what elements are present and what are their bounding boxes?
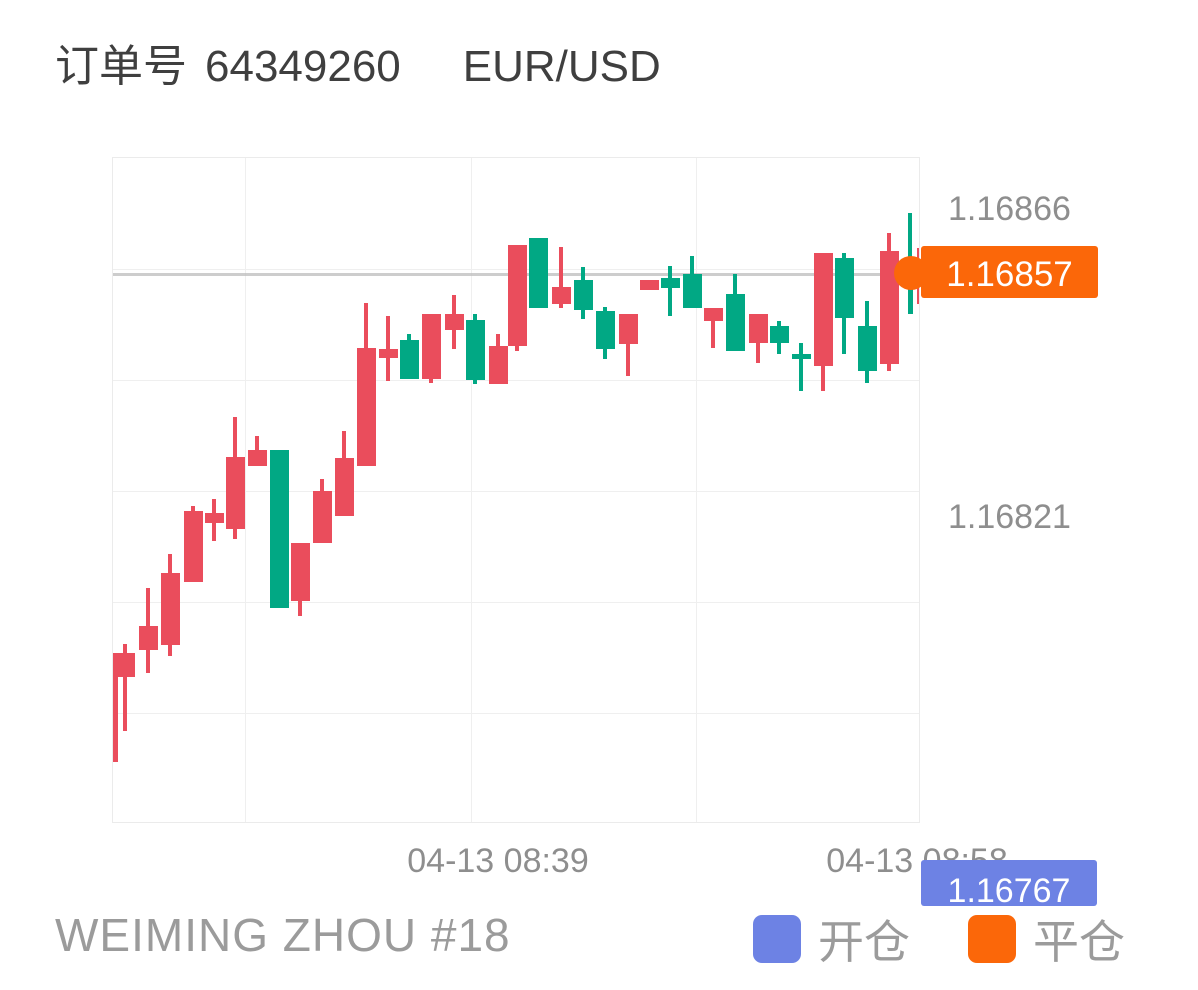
candle-body (356, 347, 376, 466)
symbol-label: EUR/USD (462, 42, 661, 91)
page-title: 订单号 64349260 EUR/USD (55, 30, 661, 94)
candle-body (618, 313, 638, 344)
x-axis-label-1: 04-13 08:39 (407, 842, 589, 880)
candle-body (813, 252, 833, 366)
candle-body (907, 271, 913, 314)
candle-body (399, 339, 419, 379)
candle-body (595, 310, 615, 350)
candle-body (660, 278, 680, 288)
candle-body (465, 319, 485, 380)
candle-body (204, 512, 224, 523)
price-label-mid: 1.16821 (948, 498, 1071, 536)
order-label: 订单号 (55, 42, 187, 91)
candle-wick (386, 315, 390, 381)
candle-body (703, 308, 723, 322)
candle-body (115, 652, 135, 677)
candle-body (507, 245, 527, 346)
open-position-label: 开仓 (818, 916, 910, 968)
horizontal-gridline (113, 491, 919, 492)
candle-body (834, 258, 854, 318)
candle-body (791, 354, 811, 359)
candle-body (488, 345, 508, 385)
candle-body (857, 325, 877, 372)
price-label-high: 1.16866 (948, 190, 1071, 228)
trader-name: WEIMING ZHOU #18 (55, 909, 511, 961)
candle-body (748, 313, 768, 344)
candle-wick (626, 313, 630, 376)
chart-plot[interactable] (112, 157, 920, 823)
candle-wick (711, 308, 715, 348)
horizontal-gridline (113, 602, 919, 603)
candle-body (269, 449, 289, 609)
candle-body (247, 449, 267, 466)
candle-body (682, 274, 702, 309)
candle-body (334, 457, 354, 517)
candle-wick (123, 644, 127, 731)
open-price-badge: 1.16767 (921, 860, 1097, 910)
candle-wick (559, 247, 563, 309)
candle-wick (799, 343, 803, 391)
chart-legend: 开仓 平仓 (753, 906, 1125, 972)
candle-body (113, 652, 118, 762)
candle-wick (668, 265, 672, 316)
vertical-gridline (696, 158, 697, 822)
close-position-label: 平仓 (1033, 916, 1125, 968)
candle-body (639, 280, 659, 290)
order-number: 64349260 (205, 42, 401, 91)
candle-body (160, 572, 180, 646)
candle-body (183, 510, 203, 582)
candle-body (138, 625, 158, 650)
vertical-gridline (471, 158, 472, 822)
close-position-swatch-icon (968, 915, 1016, 963)
vertical-gridline (245, 158, 246, 822)
candle-body (528, 237, 548, 309)
candle-body (312, 490, 332, 543)
candle-body (378, 349, 398, 359)
candle-body (444, 313, 464, 331)
candle-body (290, 542, 310, 601)
candle-body (421, 313, 441, 379)
candle-body (769, 325, 789, 344)
candle-body (917, 248, 919, 305)
horizontal-gridline (113, 713, 919, 714)
candle-body (225, 456, 245, 530)
horizontal-gridline (113, 380, 919, 381)
close-price-badge: 1.16857 (921, 246, 1098, 298)
candle-body (879, 250, 899, 364)
candle-body (573, 280, 593, 311)
open-position-swatch-icon (753, 915, 801, 963)
candle-body (551, 286, 571, 305)
candle-body (725, 293, 745, 351)
